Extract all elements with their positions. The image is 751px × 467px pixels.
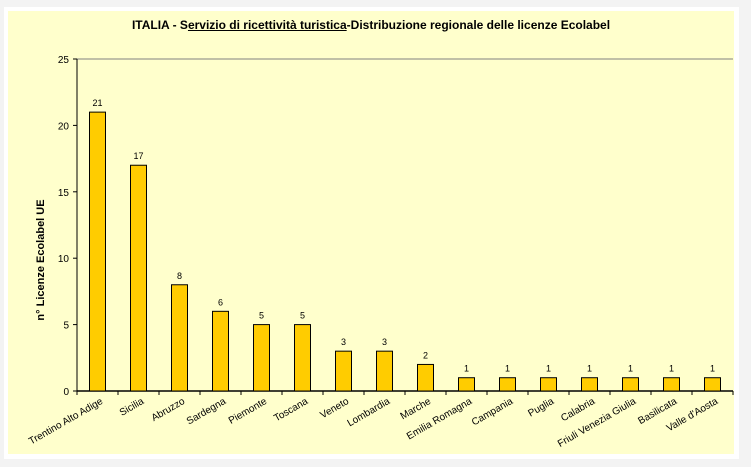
title-part: ITALIA - S [131,18,188,32]
x-tick-label: Piemonte [227,396,269,427]
title-part: -Distribuzione regionale delle licenze E… [346,18,611,32]
x-tick-label: Lombardia [346,396,393,429]
title-underlined-part: ervizio di ricettività turistica [187,18,347,32]
bar [376,350,393,392]
data-label: 1 [710,364,715,374]
data-label: 6 [218,297,223,307]
x-tick-label: Toscana [272,396,310,424]
y-axis-label: n° Licenze Ecolabel UE [35,199,47,320]
x-tick-label: Sardegna [185,396,228,427]
data-label: 1 [628,364,633,374]
data-label: 5 [259,311,264,321]
y-tick-label: 0 [63,387,69,398]
data-label: 1 [546,364,551,374]
y-tick-label: 10 [58,254,70,265]
data-label: 3 [382,337,387,347]
data-label: 5 [300,311,305,321]
bar [294,324,311,392]
bar [622,377,639,392]
bar [417,363,434,392]
data-label: 2 [423,350,428,360]
bar [130,164,147,392]
bar [663,377,680,392]
x-tick-label: Trentino Alto Adige [27,396,105,448]
bar [458,377,475,392]
bar [581,377,598,392]
x-tick-label: Puglia [526,396,556,420]
data-label: 1 [587,364,592,374]
y-tick-label: 5 [63,321,69,332]
x-tick-label: Sicilia [118,396,146,419]
chart-title: ITALIA - Servizio di ricettività turisti… [8,18,734,32]
x-tick-label: Friuli Venezia Giulia [556,396,638,450]
bar [335,350,352,392]
x-tick-label: Campania [470,396,515,429]
y-tick-label: 15 [58,188,70,199]
y-tick-label: 20 [58,121,70,132]
bar [253,324,270,392]
data-label: 1 [464,364,469,374]
y-tick-label: 25 [58,55,70,66]
bar [212,310,229,392]
data-label: 21 [92,98,102,108]
data-label: 3 [341,337,346,347]
bar [171,284,188,392]
x-tick-label: Veneto [319,396,352,421]
x-tick-label: Abruzzo [150,396,188,424]
bar [89,111,106,392]
data-label: 8 [177,271,182,281]
data-label: 17 [133,151,143,161]
data-label: 1 [669,364,674,374]
bar [704,377,721,392]
bar [499,377,516,392]
chart-area [8,11,734,454]
data-label: 1 [505,364,510,374]
bar [540,377,557,392]
